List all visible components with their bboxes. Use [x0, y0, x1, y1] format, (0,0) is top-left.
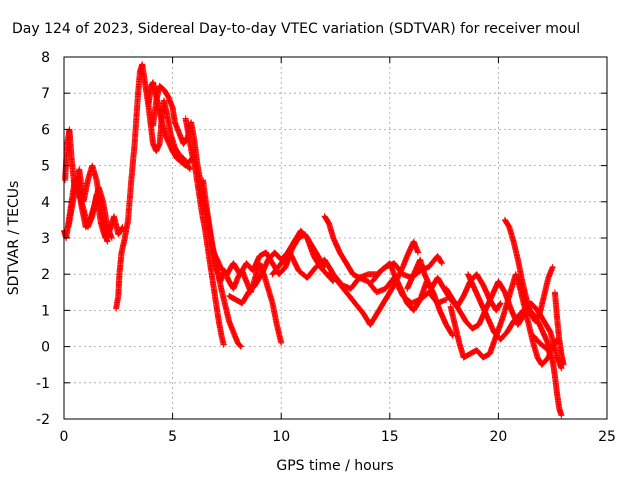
- y-tick-label: 8: [41, 50, 50, 66]
- data-point-markers: [551, 289, 567, 368]
- series-track-3: [65, 177, 115, 241]
- y-tick-label: 0: [41, 340, 50, 356]
- y-tick-label: 3: [41, 231, 50, 247]
- data-point-markers: [65, 177, 115, 241]
- y-tick-label: -1: [36, 376, 50, 392]
- y-tick-label: -2: [36, 412, 50, 428]
- series-track-7: [182, 115, 227, 348]
- chart-title: Day 124 of 2023, Sidereal Day-to-day VTE…: [12, 21, 580, 37]
- data-point-markers: [226, 227, 337, 307]
- y-tick-label: 5: [41, 159, 50, 175]
- data-point-markers: [530, 332, 565, 419]
- data-points: [61, 61, 567, 419]
- x-tick-label: 15: [381, 429, 399, 445]
- y-tick-label: 1: [41, 303, 50, 319]
- x-tick-label: 25: [598, 429, 616, 445]
- y-tick-label: 4: [41, 195, 50, 211]
- data-point-markers: [447, 271, 560, 368]
- data-point-markers: [501, 216, 556, 325]
- data-point-markers: [182, 115, 227, 348]
- x-tick-label: 5: [168, 429, 177, 445]
- series-track-21: [551, 289, 567, 368]
- x-tick-label: 0: [60, 429, 69, 445]
- x-tick-label: 20: [489, 429, 507, 445]
- y-tick-label: 2: [41, 267, 50, 283]
- data-point-markers: [200, 177, 285, 346]
- series-track-8: [200, 177, 285, 346]
- x-axis-label: GPS time / hours: [276, 458, 393, 474]
- series-track-20: [530, 332, 565, 419]
- axis-ticks: 0 5 10 15 20 25 -2 -1 0 1 2 3 4 5 6 7 8: [36, 50, 616, 445]
- grid: [64, 57, 607, 419]
- series-track-17: [447, 271, 560, 368]
- series-track-19: [501, 216, 556, 325]
- y-axis-label: SDTVAR / TECUs: [6, 181, 22, 296]
- x-tick-label: 10: [272, 429, 290, 445]
- y-tick-label: 7: [41, 86, 50, 102]
- series-track-10: [226, 227, 337, 307]
- y-tick-label: 6: [41, 122, 50, 138]
